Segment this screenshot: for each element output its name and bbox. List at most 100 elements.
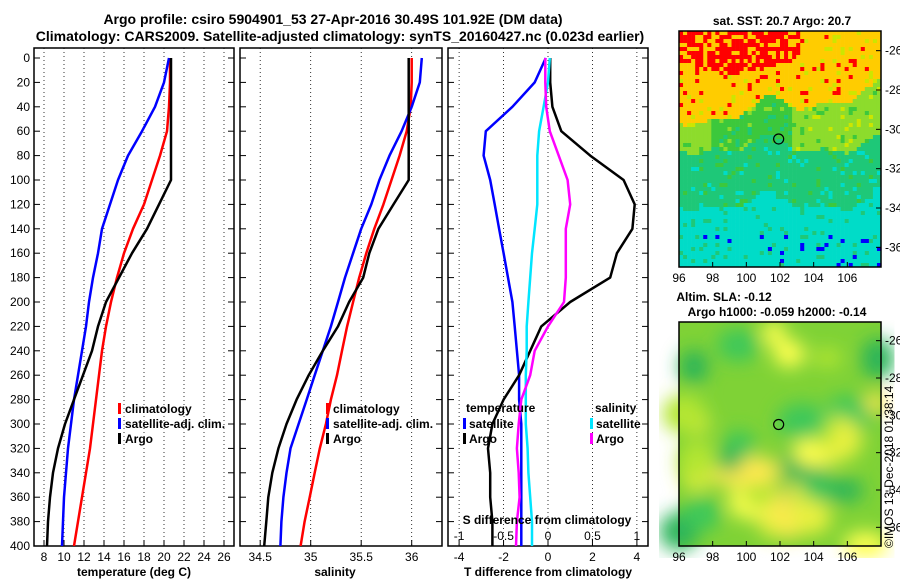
difference-legend: temperature satellite Argo salinity sate… [463,401,641,446]
sst-cell [755,191,761,196]
sst-cell [755,143,761,148]
sst-cell [812,211,817,216]
sst-cell [735,255,740,260]
sst-cell [808,135,813,140]
sst-cell [771,131,777,136]
sst-cell [848,111,854,116]
sst-cell [751,243,757,248]
depth-tick-label: 320 [10,441,30,455]
sst-cell [852,243,858,248]
sst-cell [691,211,696,216]
sst-cell [715,247,720,252]
sst-cell [719,151,724,156]
sst-cell [792,107,797,112]
sst-cell [755,123,761,128]
sst-cell [739,111,744,116]
sst-cell [731,107,736,112]
map-lat-label: -28 [885,83,900,97]
sst-cell [844,47,849,52]
sst-cell [824,75,829,80]
sst-cell [792,115,797,120]
sst-cell [804,95,809,100]
sst-cell [788,127,793,132]
sst-cell [691,67,696,72]
sst-cell [864,147,870,152]
sst-cell [824,175,829,180]
sst-cell [723,59,728,64]
sst-cell [703,195,708,200]
sst-cell [747,111,753,116]
sst-cell [719,43,724,48]
sst-cell [679,87,684,92]
sst-cell [751,171,757,176]
sst-cell [860,43,866,48]
sst-cell [828,159,833,164]
sst-cell [735,219,740,224]
sst-cell [788,123,793,128]
sst-cell [856,203,862,208]
sst-cell [755,127,761,132]
sst-cell [691,219,696,224]
sst-cell [715,223,720,228]
sst-cell [687,91,692,96]
sst-cell [719,39,724,44]
sst-cell [856,135,862,140]
sst-cell [796,215,801,220]
sst-cell [723,219,728,224]
sst-cell [872,203,878,208]
sst-cell [687,151,692,156]
sst-cell [780,223,785,228]
sst-cell [707,191,712,196]
sst-cell [731,255,736,260]
sst-cell [687,59,692,64]
sst-cell [767,111,773,116]
sst-cell [824,59,829,64]
sst-cell [808,79,813,84]
sst-cell [796,235,801,240]
sst-cell [864,31,870,36]
sst-cell [759,243,765,248]
sst-cell [707,91,712,96]
sst-cell [788,183,793,188]
sst-cell [715,83,720,88]
sst-cell [780,239,785,244]
sst-cell [876,131,882,136]
sst-cell [719,251,724,256]
sst-cell [715,159,720,164]
sst-cell [715,199,720,204]
sst-cell [864,139,870,144]
sst-cell [735,235,740,240]
sst-cell [828,63,833,68]
sst-cell [784,195,789,200]
sst-cell [816,55,821,60]
sst-cell [699,223,704,228]
sst-cell [703,43,708,48]
sst-cell [771,63,777,68]
sst-cell [864,227,870,232]
sst-cell [771,43,777,48]
sst-cell [828,215,833,220]
sst-cell [836,263,841,268]
sst-cell [739,239,744,244]
sst-cell [755,39,761,44]
sst-cell [808,131,813,136]
sst-cell [792,187,797,192]
sst-cell [848,263,854,268]
sst-cell [691,95,696,100]
sst-cell [788,35,793,40]
sst-cell [872,39,878,44]
sst-cell [840,195,845,200]
sst-cell [796,131,801,136]
sst-cell [800,243,805,248]
sst-cell [707,131,712,136]
sst-cell [723,55,728,60]
sst-cell [820,187,825,192]
sst-cell [723,47,728,52]
sst-cell [695,31,700,36]
sst-cell [719,79,724,84]
sst-cell [868,39,874,44]
sst-cell [780,147,785,152]
sst-cell [687,203,692,208]
sst-cell [739,167,744,172]
sst-cell [687,243,692,248]
